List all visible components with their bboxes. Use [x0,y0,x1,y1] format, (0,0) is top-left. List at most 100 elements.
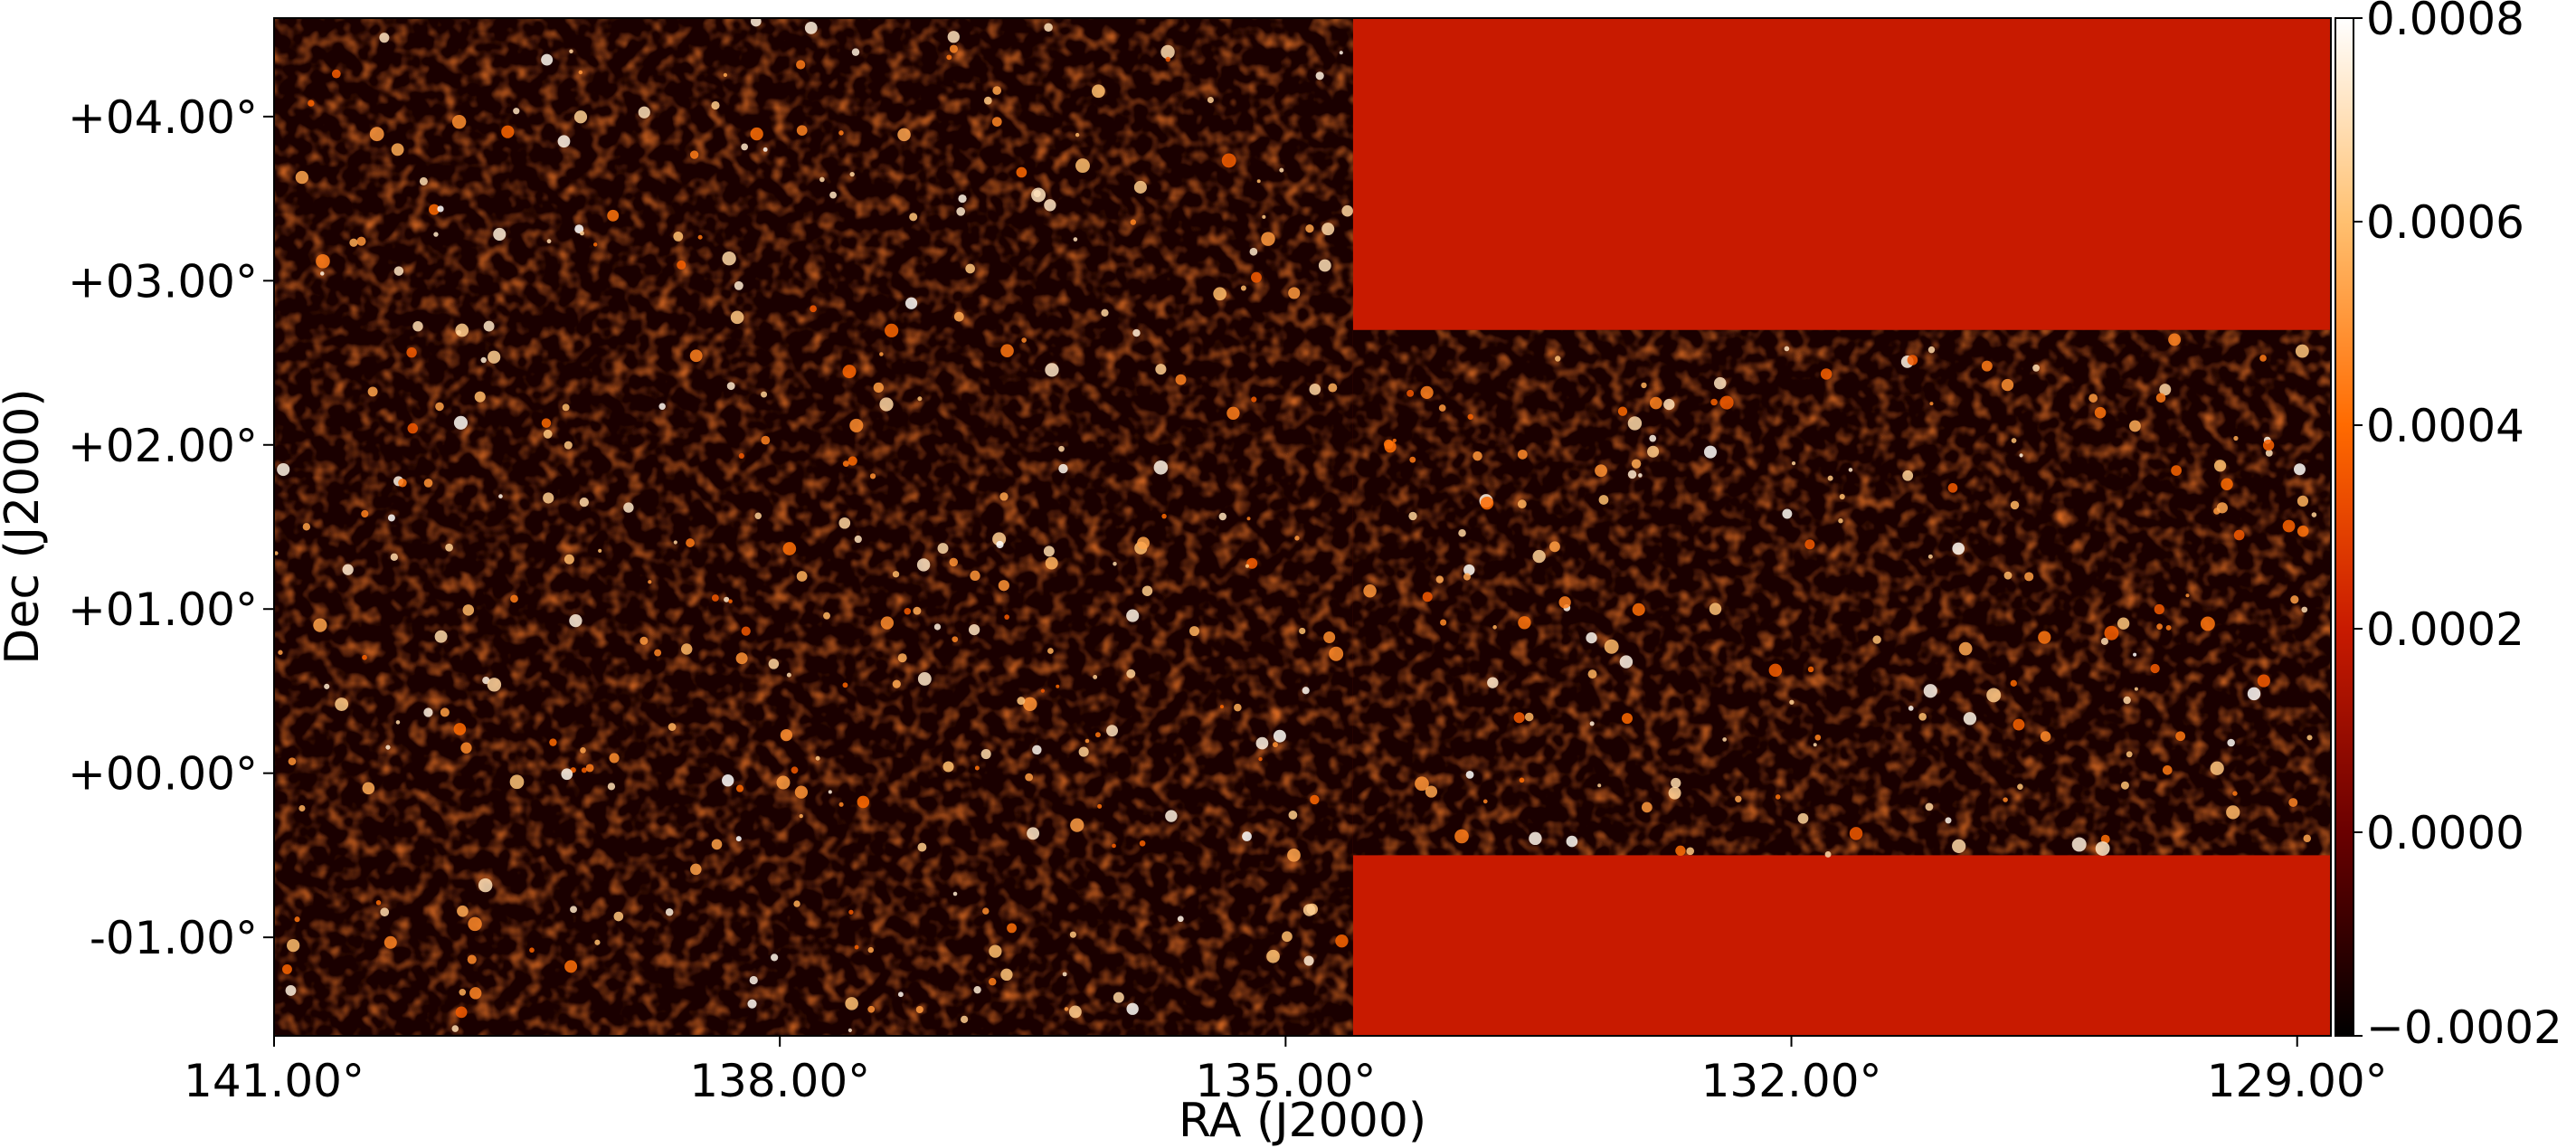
colorbar-tick-label: 0.0000 [2366,807,2524,859]
source-blob [457,905,469,917]
source-blob [2038,631,2051,644]
source-blob [288,757,297,765]
source-blob [668,723,677,731]
source-blob [455,323,469,337]
source-blob [689,349,703,363]
source-blob [1463,573,1472,581]
source-blob [578,70,583,75]
source-blob [842,460,849,468]
source-blob [958,194,967,204]
source-blob [771,954,779,962]
source-blob [686,538,695,547]
source-blob [873,382,884,394]
source-blob [387,514,395,522]
source-blob [1075,158,1090,174]
source-blob [1310,794,1320,805]
source-blob [2150,663,2160,674]
source-blob [623,502,634,513]
source-blob [2297,495,2309,507]
source-blob [2233,435,2239,441]
source-blob [2003,571,2012,580]
source-blob [2129,420,2141,432]
source-blob [1420,385,1434,400]
source-blob [1838,518,1843,524]
source-blob [549,738,557,746]
source-blob [573,110,588,124]
source-blob [880,616,895,630]
source-blob [1043,546,1055,557]
source-blob [1165,56,1171,62]
source-blob [2120,781,2129,790]
source-blob [1438,404,1446,412]
source-blob [1078,746,1089,757]
source-blob [1279,167,1284,173]
source-blob [1595,464,1607,478]
source-blob [904,607,912,615]
source-blob [793,900,800,907]
source-blob [723,72,728,78]
source-blob [513,108,520,115]
source-blob [274,551,279,555]
source-blob [1126,609,1140,622]
source-blob [1363,584,1377,598]
source-blob [1709,602,1722,615]
source-blob [598,548,602,553]
source-blob [423,707,433,717]
source-blob [1784,346,1790,352]
source-blob [677,260,687,270]
source-blob [543,492,554,504]
source-blob [493,227,507,242]
source-blob [1031,187,1046,203]
source-blob [308,100,315,107]
colorbar-gradient [2334,17,2354,1037]
source-blob [768,659,780,669]
source-blob [1408,511,1417,521]
source-blob [1084,738,1090,744]
source-blob [2233,529,2245,541]
source-blob [1517,499,1527,509]
source-blob [917,842,927,852]
source-blob [385,745,391,750]
source-blob [1113,991,1124,1003]
colorbar-tick-label: 0.0008 [2366,0,2524,45]
source-blob [673,231,684,242]
source-blob [917,672,932,686]
source-blob [960,1015,969,1023]
source-blob [369,127,384,142]
source-blob [1045,363,1059,377]
source-blob [407,422,419,434]
source-blob [1473,451,1482,461]
source-blob [1175,374,1187,385]
source-blob [2303,834,2312,843]
source-blob [804,21,818,34]
source-blob [423,479,433,488]
source-blob [613,911,624,922]
source-blob [1246,557,1258,569]
source-blob [711,839,723,850]
source-blob [974,765,980,771]
x-tick-label: 135.00° [1195,1055,1376,1107]
source-blob [342,564,354,575]
source-blob [991,117,1002,127]
source-blob [480,356,487,364]
source-blob [828,790,832,794]
source-blob [947,31,960,43]
source-blob [285,985,297,996]
source-blob [501,125,515,138]
source-blob [1409,456,1416,463]
source-blob [915,1005,923,1014]
source-blob [1153,460,1169,475]
survey-footprint [274,18,2331,1036]
source-blob [1000,968,1013,982]
source-blob [1207,97,1214,104]
source-blob [2301,606,2308,613]
source-blob [1638,473,1643,478]
source-blob [735,652,748,665]
source-blob [673,540,677,545]
source-blob [2012,718,2025,731]
source-blob [1302,687,1310,695]
source-blob [897,991,904,998]
source-blob [992,86,1002,95]
source-blob [1272,742,1278,748]
source-blob [2257,674,2270,688]
